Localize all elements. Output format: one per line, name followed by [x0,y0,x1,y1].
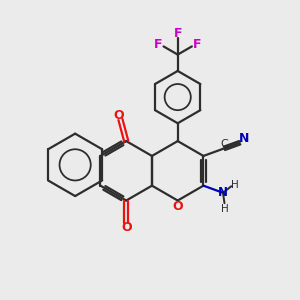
Text: F: F [173,27,182,40]
Text: F: F [154,38,162,51]
Text: H: H [220,203,228,214]
Text: C: C [220,140,228,149]
Text: N: N [239,132,249,146]
Text: O: O [172,200,183,213]
Text: O: O [121,221,131,234]
Text: O: O [114,110,124,122]
Text: H: H [231,180,239,190]
Text: N: N [218,186,228,199]
Text: F: F [193,38,202,51]
